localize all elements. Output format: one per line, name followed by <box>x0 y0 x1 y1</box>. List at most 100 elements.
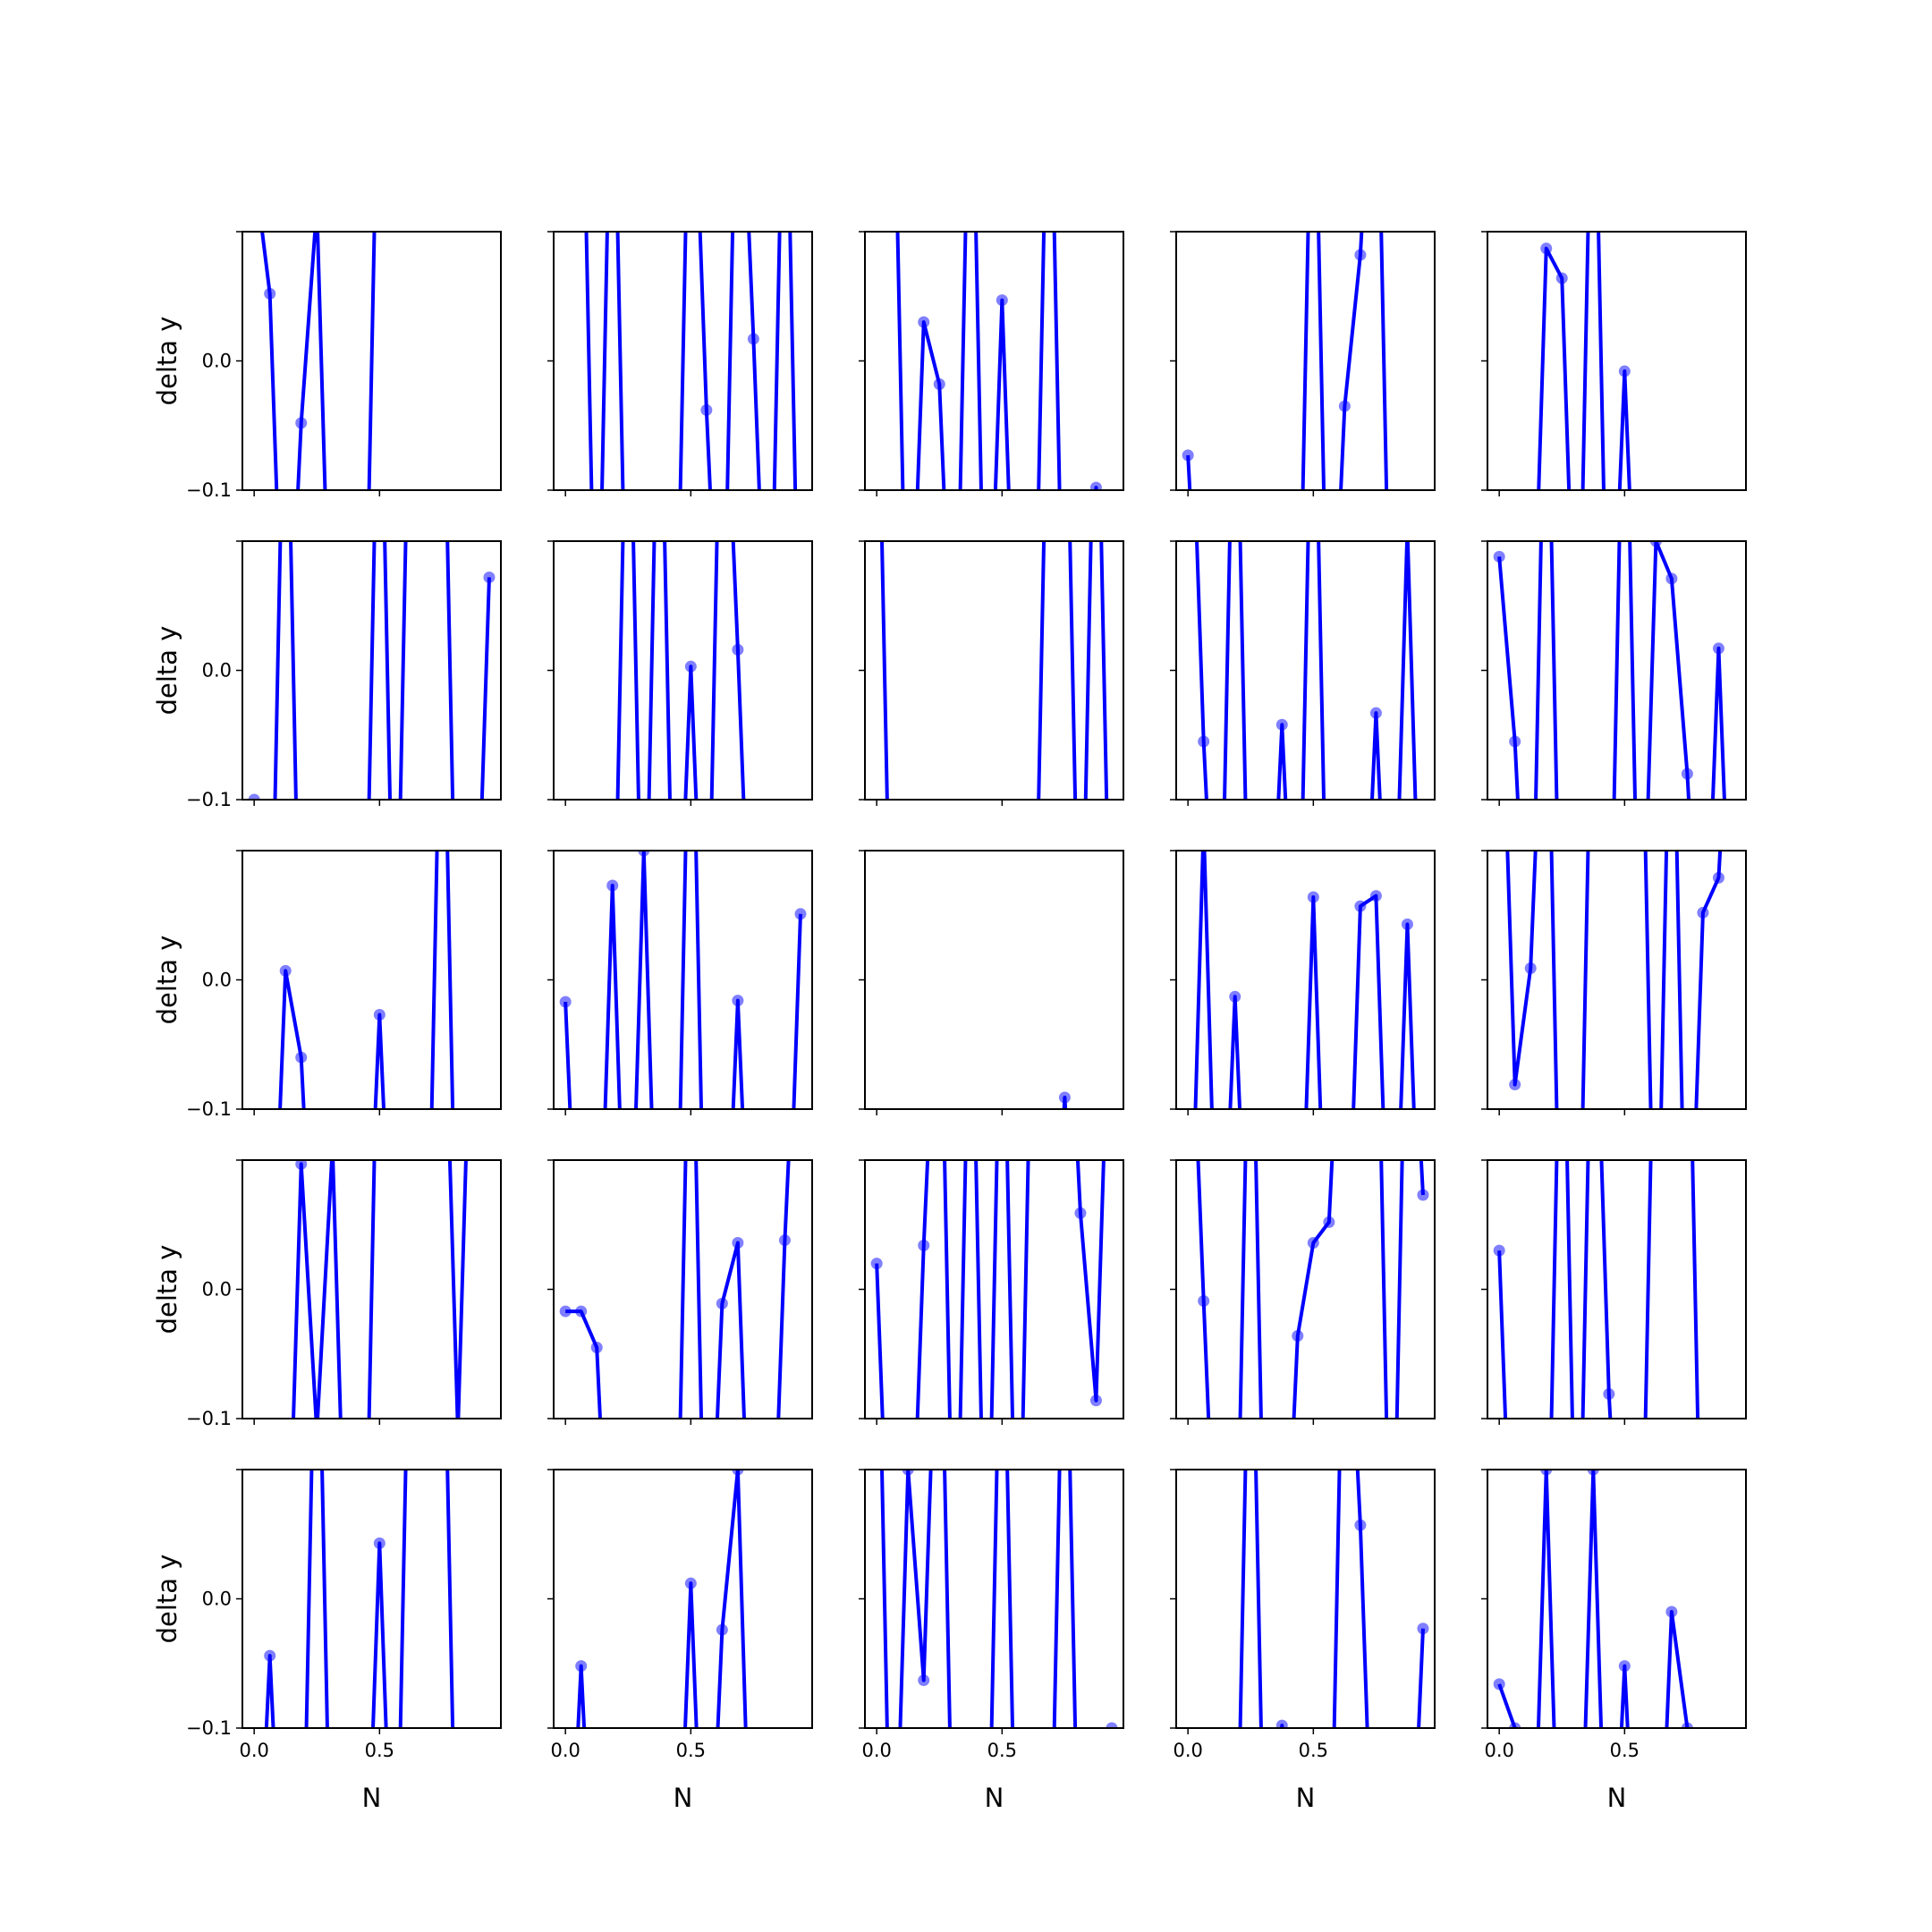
x-tick-label: 0.0 <box>1173 1740 1202 1761</box>
data-point <box>1369 707 1382 719</box>
x-tick-label: 0.0 <box>1484 1740 1513 1761</box>
data-point <box>732 1470 744 1476</box>
plot-area <box>248 541 496 800</box>
data-line <box>264 1470 455 1728</box>
plot-area <box>1537 232 1631 490</box>
data-point <box>1649 541 1662 547</box>
plot-area <box>1493 541 1726 800</box>
data-point <box>1509 735 1521 748</box>
plot-area <box>1238 1470 1429 1728</box>
subplot <box>1170 231 1436 496</box>
plot-area <box>1196 1160 1429 1419</box>
data-point <box>559 996 572 1008</box>
data-point <box>1587 1470 1599 1476</box>
data-point <box>1509 1079 1521 1091</box>
data-point <box>1307 1236 1319 1249</box>
data-point <box>1493 550 1505 563</box>
plot-area <box>1505 851 1724 1109</box>
x-tick-label: 0.5 <box>1299 1740 1328 1761</box>
subplot: −0.1 0.0 delta y <box>152 1159 502 1429</box>
data-point <box>1198 735 1210 748</box>
data-point <box>1369 890 1382 902</box>
subplot: −0.1 0.0 delta y <box>152 540 502 810</box>
subplot <box>1481 540 1747 806</box>
data-point <box>1275 718 1288 731</box>
data-point <box>295 417 308 429</box>
data-point <box>373 1537 386 1549</box>
data-point <box>1229 990 1241 1003</box>
data-point <box>716 1623 728 1636</box>
data-point <box>918 1674 930 1687</box>
plot-area <box>1193 851 1416 1109</box>
data-line <box>292 1160 468 1419</box>
data-point <box>933 378 945 391</box>
y-tick-label: −0.1 <box>186 1098 232 1120</box>
data-point <box>716 1297 728 1309</box>
data-line <box>1195 541 1418 800</box>
data-point <box>1555 272 1568 284</box>
data-point <box>996 294 1008 307</box>
data-point <box>590 1342 603 1354</box>
data-point <box>1354 1519 1367 1531</box>
y-tick-label: 0.0 <box>202 1279 232 1301</box>
y-tick-label: 0.0 <box>202 1589 232 1610</box>
data-point <box>700 403 713 416</box>
data-point <box>1618 1660 1631 1673</box>
data-point <box>264 1649 276 1662</box>
data-point <box>1058 1091 1071 1104</box>
x-axis-label: N <box>1607 1783 1627 1813</box>
data-line <box>260 232 377 490</box>
data-point <box>575 1660 588 1673</box>
data-point <box>1338 400 1351 412</box>
data-point <box>1493 1678 1505 1690</box>
data-line <box>565 1160 791 1419</box>
plot-area <box>1493 1160 1700 1419</box>
data-point <box>1681 767 1693 780</box>
y-axis-label: delta y <box>152 626 182 716</box>
y-axis-label: delta y <box>152 1555 182 1644</box>
data-point <box>1665 1606 1678 1618</box>
plot-area <box>895 232 1102 490</box>
data-point <box>1540 1470 1553 1476</box>
data-point <box>1182 449 1194 462</box>
subplot <box>859 850 1124 1115</box>
data-point <box>1665 572 1678 585</box>
data-point <box>295 1160 308 1170</box>
y-axis-label: delta y <box>152 317 182 406</box>
y-tick-label: 0.0 <box>202 970 232 991</box>
data-point <box>1089 1394 1102 1407</box>
plot-area <box>870 1160 1106 1419</box>
data-point <box>732 643 744 656</box>
plot-area <box>264 1470 455 1728</box>
subplot <box>547 231 813 496</box>
plot-area <box>575 1470 748 1728</box>
data-point <box>575 1305 588 1318</box>
subplot <box>1481 1159 1747 1425</box>
data-point <box>1618 365 1631 377</box>
plot-area <box>278 851 455 1109</box>
subplot: 0.0 0.5 N <box>1170 1469 1436 1813</box>
y-axis-label: delta y <box>152 936 182 1025</box>
data-point <box>747 333 759 345</box>
x-tick-label: 0.5 <box>1610 1740 1640 1761</box>
subplot: 0.0 0.5 N <box>547 1469 813 1813</box>
plot-area <box>1182 232 1389 490</box>
data-point <box>1401 918 1413 930</box>
data-point <box>732 995 744 1007</box>
x-axis-label: N <box>674 1783 693 1813</box>
data-point <box>248 793 260 800</box>
subplot: −0.1 0.0 delta y <box>152 231 502 501</box>
data-line <box>1497 1160 1700 1419</box>
y-tick-label: 0.0 <box>202 660 232 682</box>
data-point <box>483 571 496 583</box>
subplot <box>1481 850 1747 1115</box>
data-line <box>880 1470 1112 1728</box>
plot-area <box>260 232 377 490</box>
data-line <box>875 1160 1106 1419</box>
data-line <box>584 232 798 490</box>
data-point <box>684 660 697 673</box>
y-tick-label: 0.0 <box>202 351 232 372</box>
x-tick-label: 0.5 <box>365 1740 394 1761</box>
data-point <box>1540 242 1553 255</box>
data-line <box>880 541 1109 800</box>
